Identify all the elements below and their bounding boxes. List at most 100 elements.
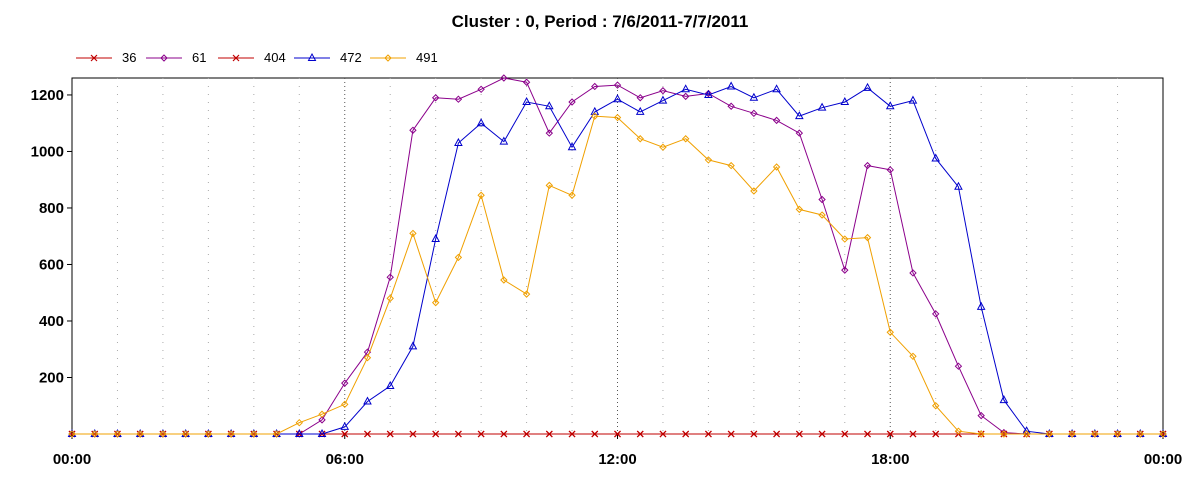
data-point (295, 418, 303, 427)
data-point (181, 430, 190, 438)
data-point (1068, 430, 1076, 438)
data-point (500, 430, 508, 438)
data-point (499, 136, 509, 145)
data-point (977, 430, 985, 438)
y-tick-label: 400 (39, 313, 64, 330)
data-point (864, 430, 871, 438)
data-point (454, 430, 462, 438)
data-point (409, 126, 417, 134)
data-point (613, 113, 622, 122)
data-point (750, 109, 758, 118)
data-point (681, 92, 690, 101)
x-tick-label: 00:00 (1144, 451, 1182, 468)
data-point (545, 430, 553, 438)
data-point (932, 402, 940, 410)
data-point (363, 396, 372, 405)
data-point (477, 85, 485, 94)
data-point (795, 430, 803, 438)
data-point (341, 379, 349, 387)
data-point (432, 430, 440, 438)
data-point (431, 94, 440, 102)
data-point (544, 101, 554, 110)
legend-swatch (76, 54, 112, 62)
data-point (636, 430, 644, 438)
data-point (704, 156, 713, 164)
data-point (431, 298, 440, 307)
data-point (386, 294, 394, 303)
data-point (500, 74, 508, 82)
y-tick-label: 600 (39, 256, 64, 273)
legend-label: 491 (416, 50, 438, 65)
legend-swatch (294, 52, 330, 61)
data-point (840, 96, 850, 106)
data-point (591, 112, 599, 120)
data-point (954, 181, 963, 190)
x-tick-label: 12:00 (598, 451, 636, 468)
data-point (1136, 430, 1144, 438)
data-point (136, 430, 144, 438)
data-point (294, 428, 304, 437)
y-tick-label: 1000 (31, 143, 64, 160)
legend-marker (90, 54, 98, 62)
data-point (409, 430, 417, 438)
data-point (613, 81, 622, 89)
data-point (522, 96, 531, 106)
data-point (568, 98, 576, 106)
data-point (364, 430, 371, 438)
data-point (317, 428, 327, 437)
data-point (841, 430, 849, 438)
data-point (1022, 430, 1031, 438)
data-point (681, 84, 691, 93)
chart-title: Cluster : 0, Period : 7/6/2011-7/7/2011 (451, 12, 749, 31)
legend-marker (160, 54, 168, 62)
data-point (318, 410, 326, 418)
data-point (727, 102, 735, 110)
data-point (545, 181, 554, 190)
data-point (1091, 430, 1099, 438)
legend-label: 472 (340, 50, 362, 65)
data-point (635, 106, 645, 115)
data-point (523, 430, 531, 438)
data-point (659, 143, 667, 151)
data-point (750, 430, 758, 438)
data-point (318, 416, 326, 424)
data-point (841, 235, 849, 243)
data-point (476, 118, 486, 127)
data-point (1045, 430, 1054, 438)
data-point (795, 129, 804, 137)
data-point (568, 191, 576, 199)
data-point (341, 430, 349, 438)
data-point (386, 273, 394, 281)
data-point (772, 116, 781, 125)
data-point (841, 266, 849, 274)
legend-marker (307, 52, 317, 61)
data-point (545, 129, 554, 137)
data-point (818, 195, 826, 204)
legend-label: 404 (264, 50, 286, 65)
data-point (613, 94, 622, 103)
x-tick-label: 00:00 (53, 451, 91, 468)
legend-marker (384, 54, 392, 62)
data-point (772, 84, 781, 93)
data-point (204, 430, 213, 438)
legend-label: 36 (122, 50, 137, 65)
x-tick-label: 18:00 (871, 451, 909, 468)
data-point (931, 153, 941, 162)
data-point (68, 430, 76, 438)
data-point (431, 233, 441, 243)
y-tick-label: 1200 (31, 87, 64, 104)
data-point (659, 430, 667, 438)
series-line-491 (72, 115, 1163, 435)
data-point (340, 421, 350, 430)
data-point (704, 89, 713, 98)
data-point (749, 92, 759, 101)
x-tick-label: 06:00 (326, 451, 364, 468)
data-point (863, 82, 872, 91)
data-point (909, 269, 917, 277)
y-tick-label: 200 (39, 369, 64, 386)
data-point (908, 95, 918, 104)
legend-swatch (370, 54, 406, 62)
data-point (932, 430, 940, 438)
data-point (886, 430, 894, 438)
